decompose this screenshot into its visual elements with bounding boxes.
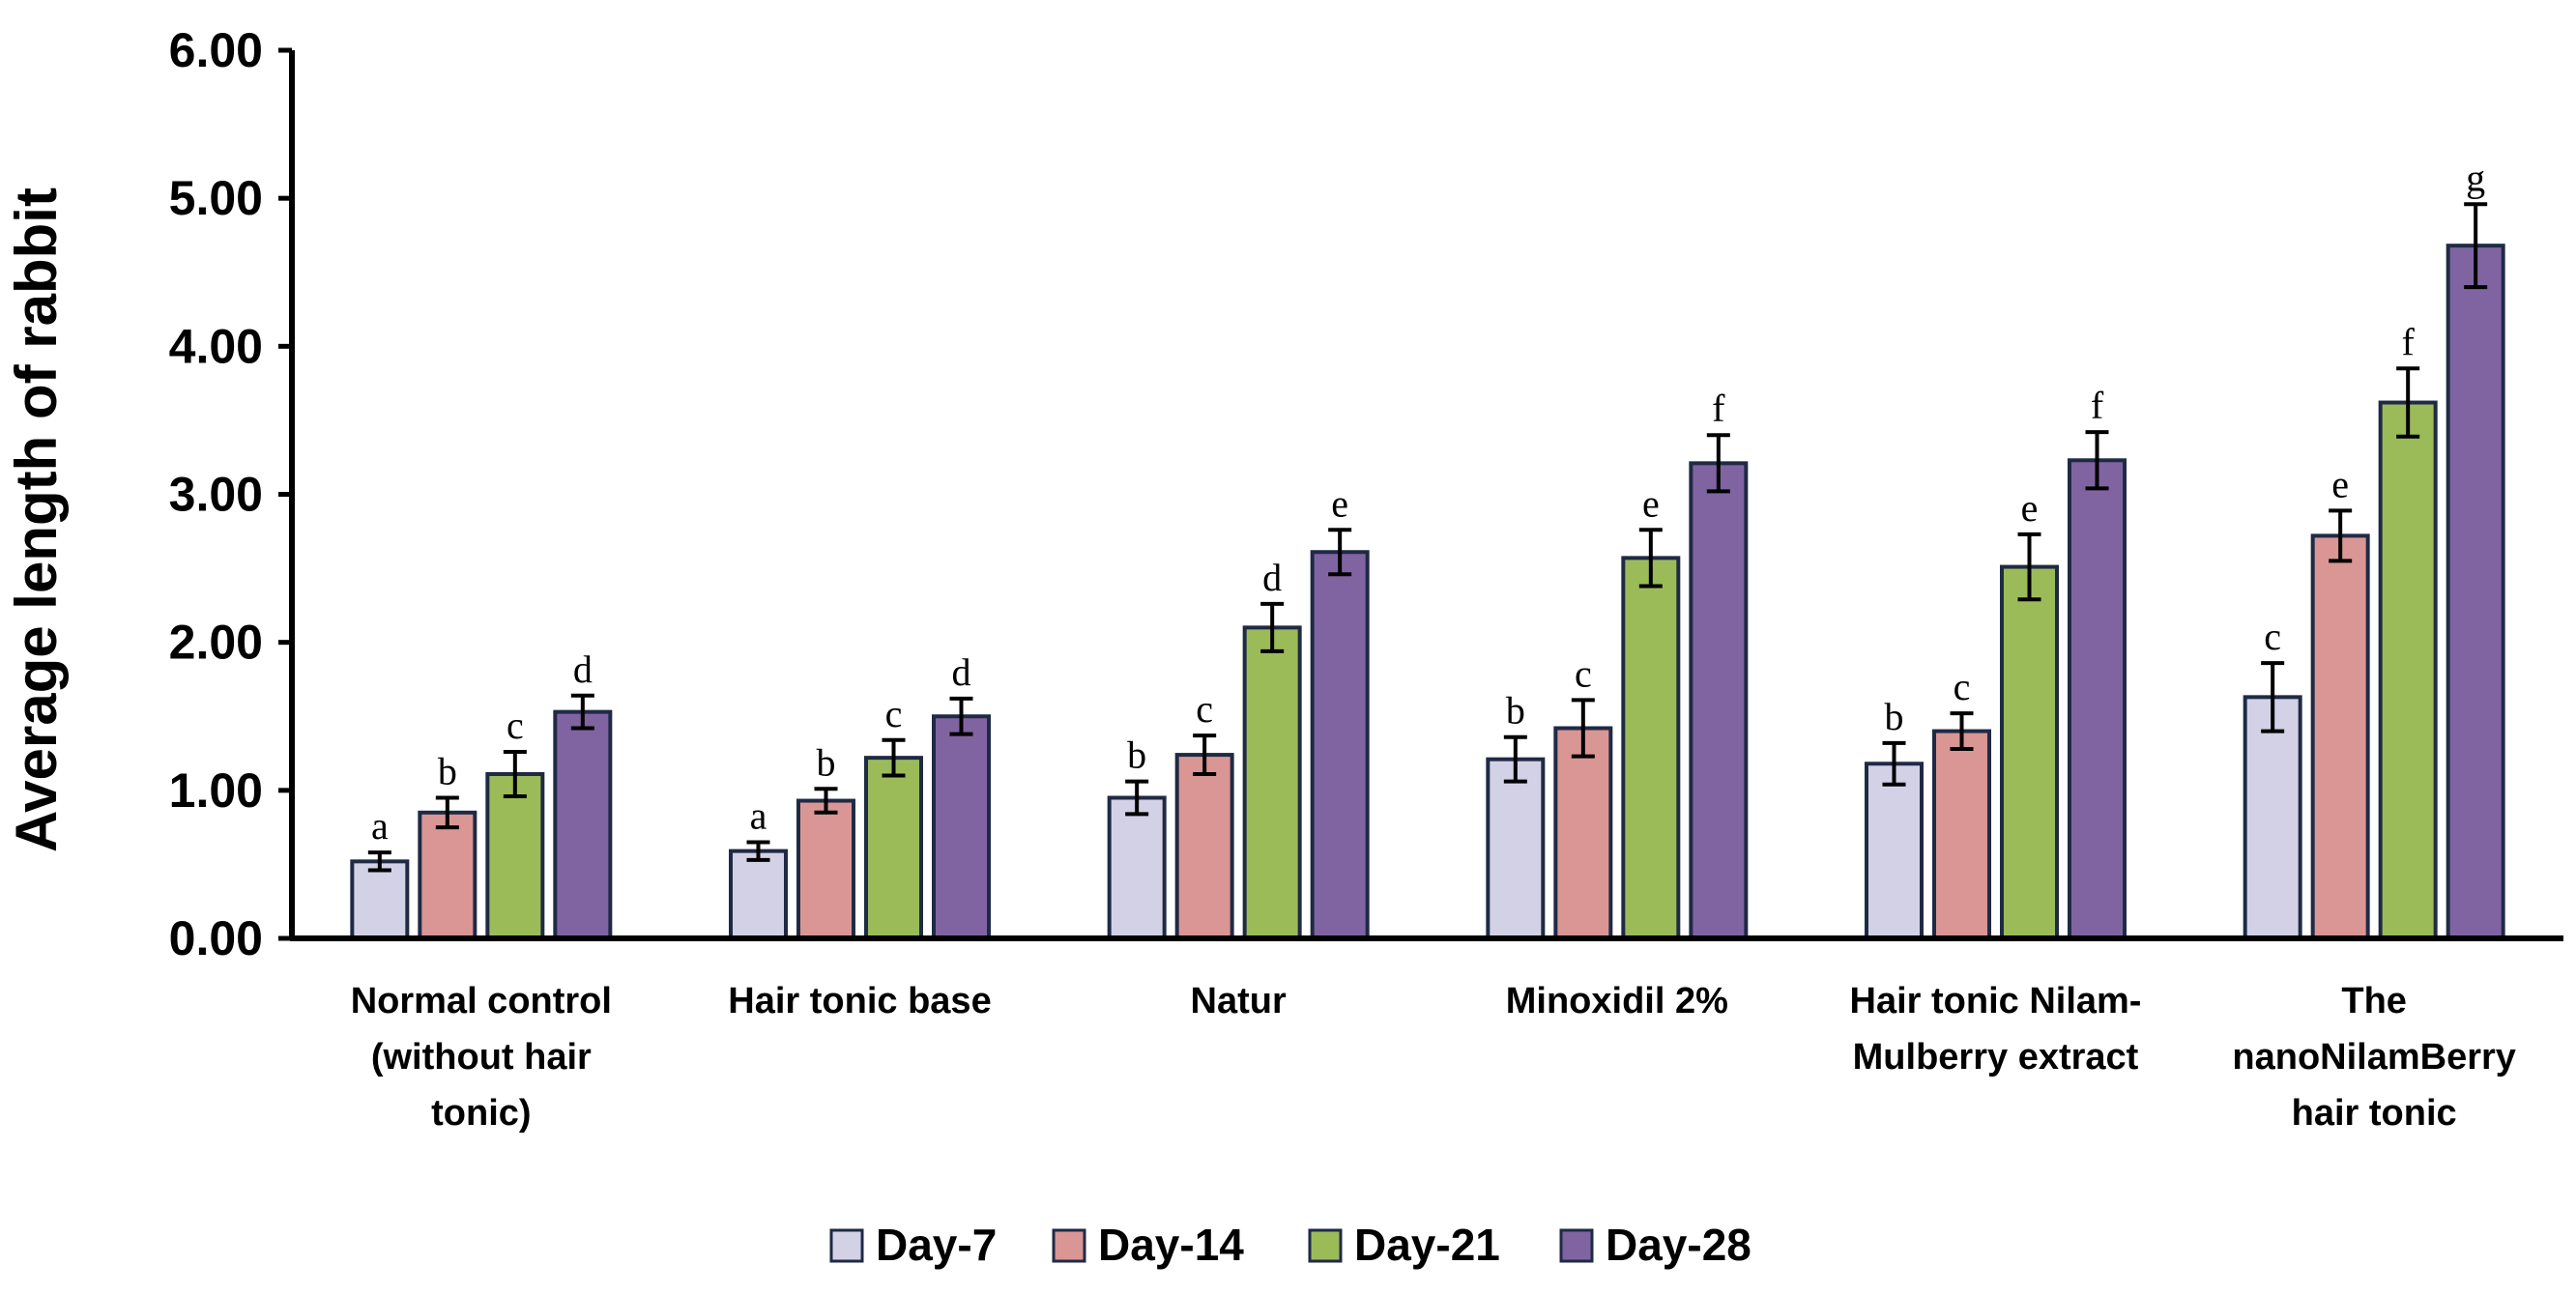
x-category-label: Natur — [1191, 981, 1287, 1021]
bar-day-28 — [1689, 461, 1749, 940]
bar-day-14 — [418, 810, 478, 941]
bar-day-21 — [1242, 625, 1302, 940]
y-tick-label: 1.00 — [169, 763, 263, 818]
significance-letter: c — [1954, 665, 1971, 708]
x-axis-category-labels: Normal control (without hair tonic) Hair to… — [351, 981, 2516, 1134]
significance-letter: a — [750, 793, 767, 837]
significance-letter: d — [952, 650, 971, 694]
legend-swatch-day-28 — [1559, 1228, 1594, 1263]
significance-letter: b — [438, 749, 457, 792]
significance-letter: b — [1506, 689, 1525, 733]
x-category-label: Hair tonic base — [728, 981, 991, 1021]
error-bars — [367, 202, 2488, 873]
significance-letter: b — [1885, 695, 1904, 738]
legend-swatch-day-14 — [1052, 1228, 1086, 1263]
significance-letter: e — [1642, 481, 1660, 525]
x-category-label: Normal control (without hair tonic) — [351, 981, 612, 1134]
bar-day-28 — [553, 709, 613, 941]
significance-letter: d — [573, 647, 593, 691]
legend: Day-7 Day-14 Day-21 Day-28 — [829, 1220, 1751, 1270]
significance-letter: e — [2021, 486, 2039, 530]
bar-day-14 — [1932, 729, 1991, 940]
significance-letter: b — [1127, 733, 1146, 777]
y-tick-label: 5.00 — [169, 171, 263, 225]
significance-letter: a — [371, 804, 389, 848]
significance-letter: c — [1575, 651, 1592, 695]
bar-day-21 — [485, 771, 545, 940]
bar-day-28 — [2446, 244, 2505, 940]
axes — [289, 50, 2563, 941]
legend-label: Day-21 — [1354, 1220, 1500, 1270]
bar-day-14 — [2310, 533, 2370, 940]
x-category-label: Hair tonic Nilam-Mulberry extract — [1850, 981, 2142, 1078]
bar-day-28 — [932, 714, 991, 940]
significance-letter: d — [1262, 556, 1282, 599]
bar-day-21 — [1621, 556, 1681, 941]
bar-day-7 — [729, 848, 788, 940]
significance-letter: c — [2264, 615, 2281, 658]
significance-letter: c — [1196, 687, 1213, 731]
legend-label: Day-14 — [1098, 1220, 1244, 1270]
significance-letter: c — [507, 704, 524, 747]
significance-letter: f — [1712, 387, 1725, 430]
significance-letter: c — [885, 692, 903, 735]
bar-day-14 — [1174, 753, 1234, 940]
bar-day-21 — [864, 756, 923, 940]
legend-swatch-day-7 — [829, 1228, 864, 1263]
y-tick-label: 0.00 — [169, 911, 263, 965]
x-category-label: The nanoNilamBerry hair tonic — [2232, 981, 2516, 1134]
bar-day-14 — [796, 798, 855, 940]
significance-letters: a a b b b c b b c c c e c c d e e f d d e f f g — [371, 156, 2485, 848]
bar-day-7 — [1107, 795, 1167, 940]
significance-letter: e — [1331, 481, 1348, 525]
bar-day-28 — [1310, 550, 1370, 940]
bar-day-21 — [2378, 400, 2438, 940]
significance-letter: e — [2331, 462, 2349, 505]
legend-label: Day-28 — [1606, 1220, 1751, 1270]
significance-letter: b — [817, 740, 836, 784]
legend-swatch-day-21 — [1308, 1228, 1343, 1263]
bars — [350, 244, 2505, 941]
x-category-label: Minoxidil 2% — [1506, 981, 1728, 1021]
bar-day-14 — [1553, 726, 1613, 941]
bar-day-21 — [2000, 564, 2059, 941]
y-tick-label: 2.00 — [169, 616, 263, 670]
bar-day-7 — [350, 859, 410, 940]
bar-day-7 — [1865, 762, 1924, 940]
y-axis-label: Average length of rabbit — [4, 187, 69, 852]
y-tick-label: 6.00 — [169, 23, 263, 77]
bar-day-7 — [1486, 757, 1546, 940]
bar-day-7 — [2243, 695, 2302, 940]
bar-day-28 — [2068, 458, 2127, 940]
legend-label: Day-7 — [876, 1220, 997, 1270]
significance-letter: f — [2091, 384, 2104, 427]
significance-letter: g — [2466, 156, 2485, 199]
y-axis-ticks: 0.00 1.00 2.00 3.00 4.00 5.00 6.00 — [169, 23, 292, 965]
significance-letter: f — [2402, 320, 2416, 363]
y-tick-label: 3.00 — [169, 468, 263, 522]
y-tick-label: 4.00 — [169, 319, 263, 373]
